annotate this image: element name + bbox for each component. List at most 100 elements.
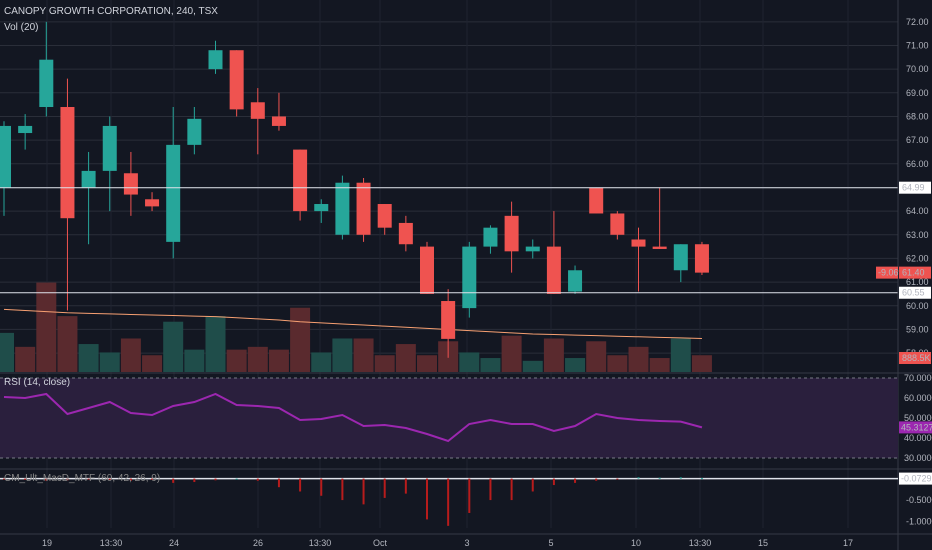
macd-bar (404, 478, 407, 494)
time-tick-label: 10 (631, 538, 641, 548)
macd-bar (87, 478, 90, 480)
change-badge: -9.06% (878, 268, 907, 278)
price-tick-label: 63.00 (906, 230, 929, 240)
volume-bar (628, 346, 649, 372)
volume-legend: Vol (20) (4, 22, 39, 33)
volume-bar (586, 341, 607, 372)
macd-tick-label: -1.0000 (906, 517, 932, 527)
volume-bar (15, 346, 36, 372)
price-tick-label: 67.00 (906, 135, 929, 145)
macd-bar (679, 477, 682, 479)
candle-body (0, 125, 11, 188)
macd-bar (341, 478, 344, 501)
rsi-line (3, 392, 703, 443)
candle-body (568, 270, 583, 292)
candle-body (123, 173, 138, 195)
candle-body (483, 227, 498, 247)
volume-bar (670, 338, 691, 372)
macd-bar (235, 478, 238, 480)
candle-body (356, 182, 371, 235)
price-tick-label: 66.00 (906, 159, 929, 169)
candle-body (293, 149, 308, 212)
macd-bar (362, 478, 365, 505)
rsi-value-badge: 45.3127 (901, 422, 932, 432)
volume-bar (36, 282, 57, 372)
volume-bar (57, 316, 78, 372)
rsi-value-badge-bg (899, 421, 932, 434)
macd-bar (658, 477, 661, 479)
volume-bar (311, 352, 332, 372)
candle-body (314, 204, 329, 212)
time-tick-label: 13:30 (100, 538, 123, 548)
macd-bar (45, 478, 48, 481)
price-tick-label: 71.00 (906, 40, 929, 50)
candle-body (81, 170, 96, 188)
candle-body (335, 182, 350, 235)
time-tick-label: 15 (758, 538, 768, 548)
volume-badge: 888.5K (902, 353, 931, 363)
macd-bar (172, 478, 175, 483)
time-tick-label: 19 (42, 538, 52, 548)
price-tick-label: 59.00 (906, 324, 929, 334)
rsi-legend: RSI (14, close) (4, 377, 71, 388)
price-tick-label: 68.00 (906, 111, 929, 121)
candle-body (208, 50, 223, 70)
candle-body (673, 244, 688, 271)
price-tick-label: 69.00 (906, 88, 929, 98)
volume-bar (99, 352, 120, 372)
macd-bar (299, 478, 302, 492)
volume-bar (522, 360, 543, 372)
price-tick-label: 64.00 (906, 206, 929, 216)
rsi-band (0, 378, 898, 458)
level-low-badge: 60.55 (902, 288, 925, 298)
macd-bar (24, 478, 27, 480)
macd-bar (3, 478, 5, 480)
candle-body (145, 199, 160, 207)
rsi-tick-label: 40.0000 (904, 433, 932, 443)
price-tick-label: 62.00 (906, 253, 929, 263)
level-low-badge-bg (899, 286, 931, 299)
macd-bar (383, 478, 386, 498)
time-tick-label: 17 (843, 538, 853, 548)
volume-bar (543, 338, 564, 372)
time-tick-label: Oct (373, 538, 388, 548)
price-tick-label: 61.00 (906, 277, 929, 287)
macd-bar (637, 477, 640, 479)
macd-bar (277, 478, 280, 488)
candle-body (610, 213, 625, 235)
volume-bar (480, 358, 501, 372)
volume-bar (417, 355, 437, 372)
last-price-badge-bg (899, 266, 931, 279)
volume-bar (332, 338, 353, 372)
volume-bar (374, 355, 395, 372)
candle-body (420, 246, 434, 294)
macd-bar (447, 478, 450, 526)
candle-body (504, 215, 519, 252)
candle-body (377, 204, 392, 228)
price-tick-label: 60.00 (906, 301, 929, 311)
macd-bar (510, 478, 513, 501)
volume-ma-line (3, 308, 702, 339)
time-tick-label: 3 (464, 538, 469, 548)
volume-bar (353, 338, 374, 372)
macd-bar (552, 478, 555, 486)
candle-body (229, 50, 244, 110)
volume-bar (691, 355, 712, 372)
macd-tick-label: -0.5000 (906, 495, 932, 505)
volume-bar (395, 344, 416, 372)
macd-bar (129, 478, 132, 481)
macd-bar (595, 478, 598, 481)
macd-bar (193, 478, 196, 483)
volume-bar (607, 355, 628, 372)
macd-bar (426, 478, 428, 520)
volume-bar (142, 355, 163, 372)
macd-bar (700, 478, 703, 480)
volume-badge-bg (899, 352, 931, 364)
time-tick-label: 13:30 (689, 538, 712, 548)
candle-body (694, 244, 709, 273)
candle-body (60, 107, 75, 219)
candle-body (589, 187, 604, 214)
candle-body (398, 222, 413, 245)
